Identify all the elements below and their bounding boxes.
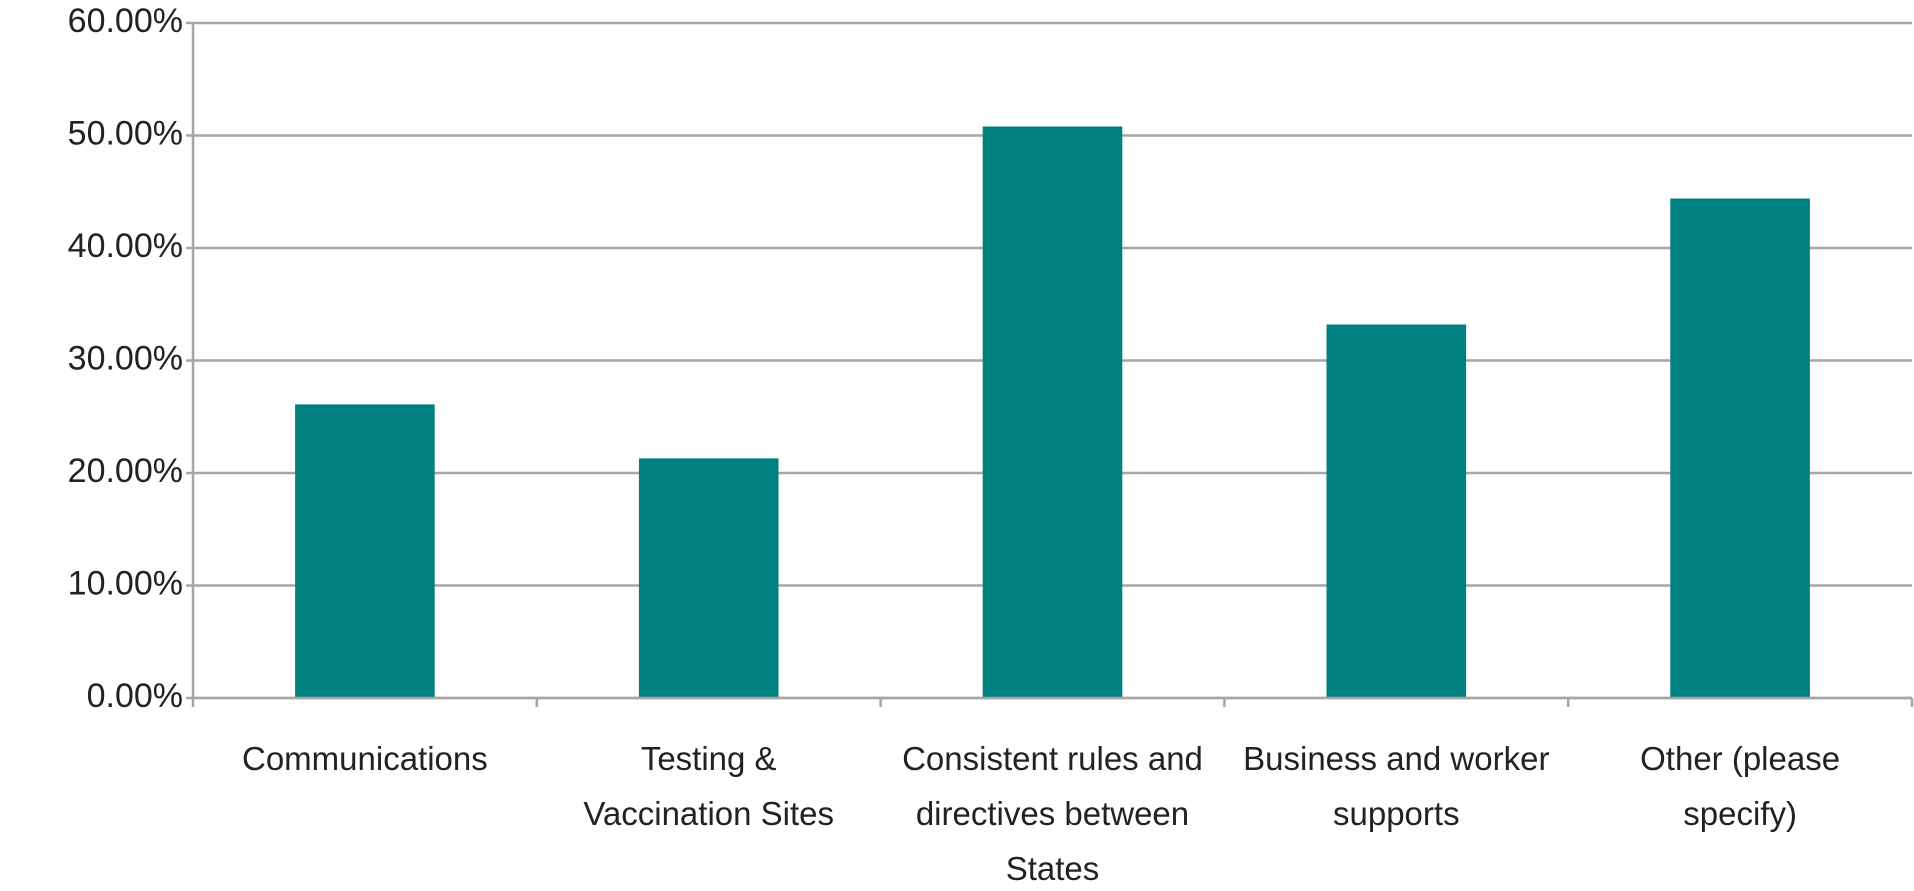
x-tick-label: Business and worker supports <box>1243 740 1550 832</box>
x-tick-label: Other (please specify) <box>1640 740 1841 832</box>
x-tick-label: Consistent rules and directives between … <box>902 740 1203 887</box>
y-tick-label: 20.00% <box>68 452 183 490</box>
y-tick-label: 40.00% <box>68 227 183 265</box>
bar <box>295 404 435 698</box>
x-tick-label: Communications <box>242 740 488 777</box>
y-tick-label: 50.00% <box>68 114 183 152</box>
y-tick-label: 10.00% <box>68 564 183 602</box>
bar <box>638 458 779 698</box>
y-tick-label: 60.00% <box>68 2 183 40</box>
y-tick-label: 30.00% <box>68 339 183 377</box>
x-tick-label: Testing & Vaccination Sites <box>583 740 835 832</box>
bar <box>1326 324 1467 698</box>
bar <box>982 126 1123 698</box>
bar <box>1670 198 1810 698</box>
y-tick-label: 0.00% <box>87 677 183 715</box>
